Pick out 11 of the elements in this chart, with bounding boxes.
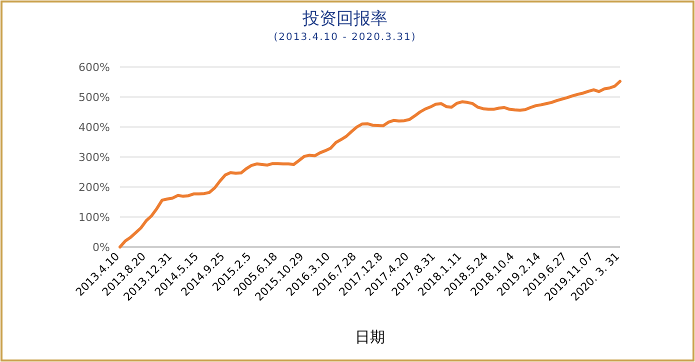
y-tick-label: 100% [78, 211, 110, 224]
x-axis-title: 日期 [355, 328, 385, 346]
y-tick-label: 400% [78, 121, 110, 134]
y-tick-label: 300% [78, 151, 110, 164]
chart-subtitle: (2013.4.10 - 2020.3.31) [274, 32, 416, 43]
y-tick-label: 200% [78, 181, 110, 194]
y-tick-label: 0% [92, 241, 110, 254]
line-series [118, 80, 622, 248]
y-tick-label: 500% [78, 91, 110, 104]
chart-title: 投资回报率 [302, 9, 388, 29]
y-tick-label: 600% [78, 61, 110, 74]
